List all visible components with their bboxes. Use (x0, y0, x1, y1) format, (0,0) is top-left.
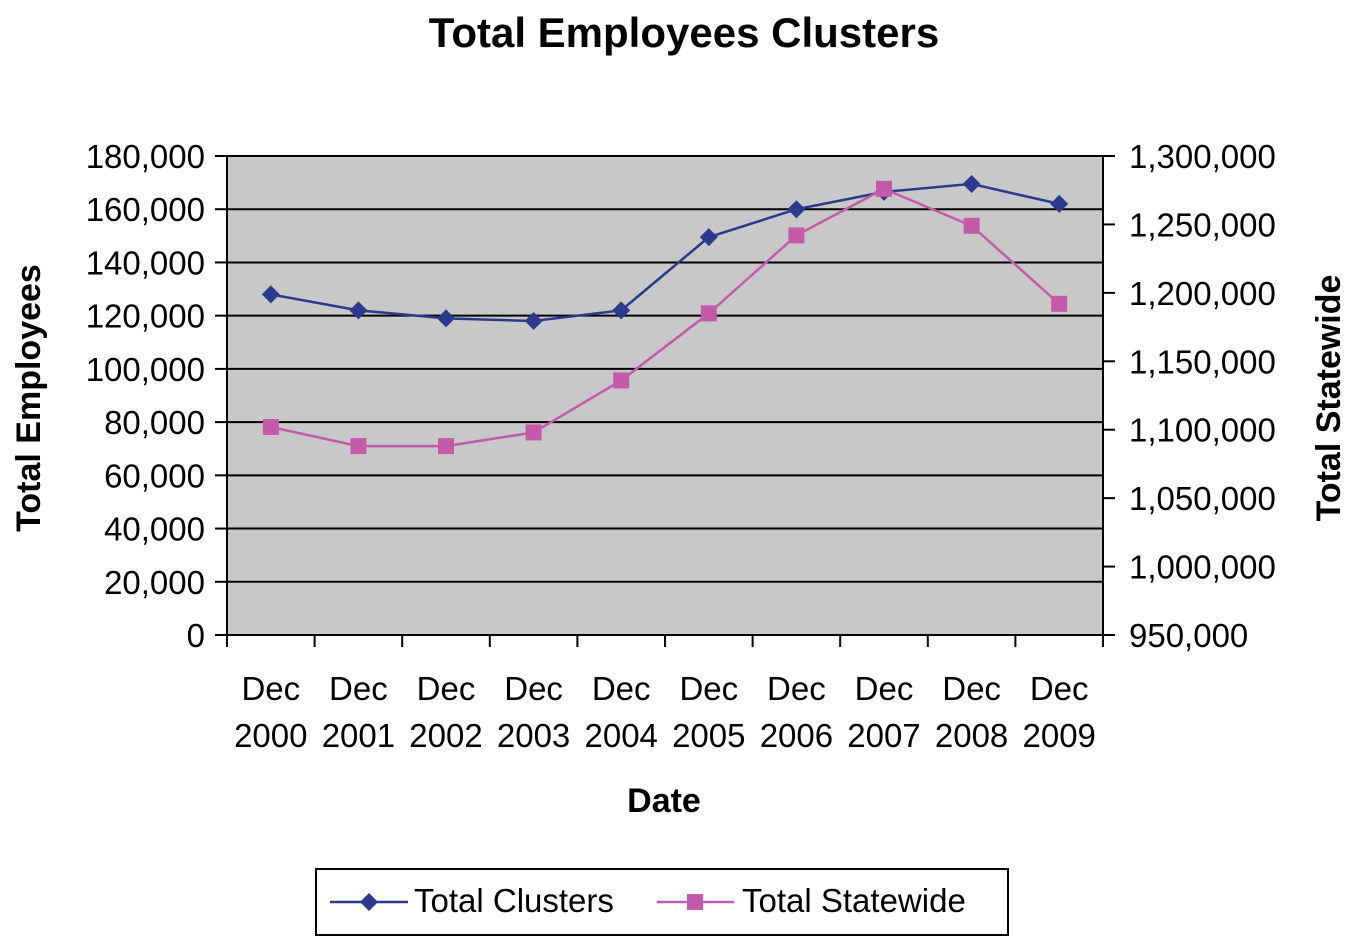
x-tick-label: Dec 2002 (409, 670, 482, 754)
data-point-square (1051, 295, 1068, 312)
plot-area (226, 155, 1104, 636)
data-point-diamond (787, 200, 806, 219)
y2-tick-label: 1,200,000 (1129, 275, 1276, 312)
y-axis-title: Total Employees (10, 264, 48, 532)
x-tick-label: Dec 2000 (234, 670, 307, 754)
x-tick-label-line: 2005 (672, 717, 745, 754)
legend: Total Clusters Total Statewide (315, 868, 1009, 936)
x-tick-label: Dec 2005 (672, 670, 745, 754)
series-total-statewide (262, 180, 1068, 455)
x-tick-label-line: Dec (329, 670, 388, 707)
data-point-diamond (349, 301, 368, 320)
x-tick-label-line: Dec (592, 670, 651, 707)
x-tick-label-line: Dec (241, 670, 300, 707)
x-tick-label-line: Dec (855, 670, 914, 707)
y-axis-ticks: 0 20,000 40,000 60,000 80,000 100,000 120,000 1… (86, 138, 227, 654)
y-tick-label: 80,000 (104, 404, 205, 441)
data-point-diamond (612, 301, 631, 320)
x-tick-label: Dec 2007 (847, 670, 920, 754)
series-line (270, 182, 1060, 323)
x-tick-label-line: Dec (417, 670, 476, 707)
data-point-square (613, 372, 630, 389)
x-tick-label-line: 2004 (584, 717, 657, 754)
x-tick-label: Dec 2006 (760, 670, 833, 754)
x-tick-label-line: 2008 (935, 717, 1008, 754)
gridlines (227, 155, 1103, 583)
data-point-diamond (437, 309, 455, 328)
x-axis-title: Date (627, 782, 701, 820)
chart-title: Total Employees Clusters (429, 9, 939, 56)
data-point-square (700, 305, 717, 322)
x-tick-label: Dec 2008 (935, 670, 1008, 754)
x-tick-label-line: 2007 (847, 717, 920, 754)
x-tick-label-line: 2003 (497, 717, 570, 754)
y2-tick-label: 1,250,000 (1129, 206, 1276, 243)
legend-label-total-clusters: Total Clusters (414, 882, 614, 919)
y-tick-label: 40,000 (104, 511, 205, 548)
data-point-square (788, 227, 805, 244)
y2-axis-ticks: 950,000 1,000,000 1,050,000 1,100,000 1,150,… (1103, 138, 1276, 654)
x-tick-label-line: 2006 (760, 717, 833, 754)
x-tick-label-line: 2002 (409, 717, 482, 754)
data-point-diamond (962, 174, 981, 193)
y2-axis-title: Total Statewide (1310, 275, 1348, 522)
y-tick-label: 180,000 (86, 138, 205, 175)
x-tick-label-line: 2009 (1022, 717, 1095, 754)
x-axis-ticks: Dec 2000 Dec 2001 Dec 2002 Dec 2003 Dec 2004 Dec 20… (226, 635, 1104, 754)
legend-item-total-clusters: Total Clusters (330, 882, 614, 919)
legend-square-icon (687, 894, 703, 910)
data-point-square (262, 418, 279, 435)
x-tick-label-line: Dec (504, 670, 563, 707)
y-tick-label: 60,000 (104, 457, 205, 494)
legend-label-total-statewide: Total Statewide (742, 882, 966, 919)
y2-tick-label: 1,050,000 (1129, 480, 1276, 517)
data-point-square (963, 217, 980, 234)
legend-diamond-icon (360, 893, 378, 911)
y-tick-label: 140,000 (86, 244, 205, 281)
x-tick-label-line: 2001 (322, 717, 395, 754)
y2-tick-label: 1,000,000 (1129, 549, 1276, 586)
y2-tick-label: 1,150,000 (1129, 343, 1276, 380)
x-tick-label-line: Dec (942, 670, 1001, 707)
y2-tick-label: 1,300,000 (1129, 138, 1276, 175)
y-tick-label: 20,000 (104, 564, 205, 601)
data-point-square (525, 424, 542, 441)
data-point-square (438, 438, 454, 455)
x-tick-label: Dec 2004 (584, 670, 657, 754)
data-point-diamond (524, 311, 543, 330)
x-tick-label-line: Dec (767, 670, 826, 707)
data-point-square (350, 438, 367, 455)
y2-tick-label: 1,100,000 (1129, 412, 1276, 449)
y2-tick-label: 950,000 (1129, 617, 1248, 654)
series-total-clusters (261, 174, 1069, 330)
x-tick-label: Dec 2003 (497, 670, 570, 754)
legend-item-total-statewide: Total Statewide (657, 882, 966, 919)
data-point-diamond (261, 285, 280, 304)
data-point-square (876, 180, 892, 197)
series-layer (261, 174, 1069, 455)
data-point-diamond (1050, 194, 1069, 213)
data-point-diamond (699, 228, 718, 247)
y-tick-label: 0 (187, 617, 205, 654)
y-tick-label: 160,000 (86, 191, 205, 228)
series-line (270, 187, 1061, 448)
x-tick-label-line: 2000 (234, 717, 307, 754)
x-tick-label-line: Dec (1030, 670, 1089, 707)
y-tick-label: 120,000 (86, 298, 205, 335)
x-tick-label: Dec 2009 (1022, 670, 1095, 754)
x-tick-label-line: Dec (679, 670, 738, 707)
x-tick-label: Dec 2001 (322, 670, 395, 754)
y-tick-label: 100,000 (86, 351, 205, 388)
